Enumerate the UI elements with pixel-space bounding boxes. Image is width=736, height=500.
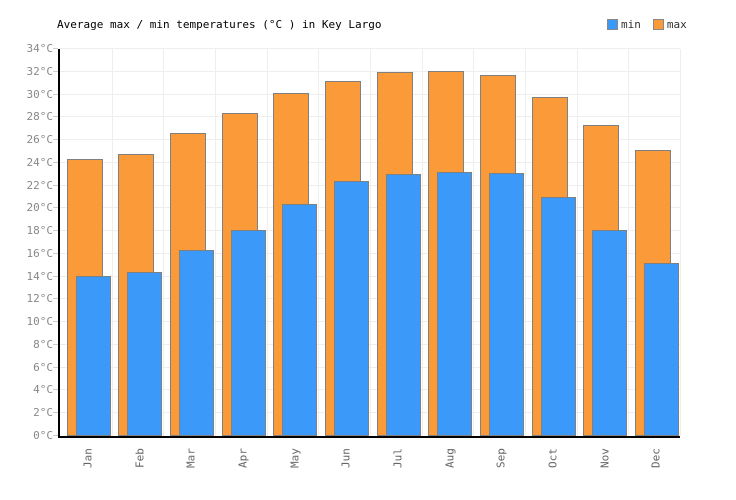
y-axis-tick: [53, 412, 58, 414]
legend-max-label: max: [666, 18, 687, 31]
bar-min-nov[interactable]: [592, 230, 628, 436]
y-axis-label: 12°C: [26, 292, 54, 306]
y-axis-tick: [53, 116, 58, 118]
y-axis-label: 20°C: [26, 201, 54, 215]
bar-min-oct[interactable]: [540, 197, 576, 436]
bar-min-mar[interactable]: [178, 250, 214, 436]
gridline-v: [163, 49, 164, 436]
bar-min-sep[interactable]: [488, 173, 524, 436]
bar-min-apr[interactable]: [230, 230, 266, 436]
gridline-h: [60, 48, 680, 49]
x-axis-label-mar: Mar: [184, 448, 198, 468]
x-axis-label-jan: Jan: [81, 448, 95, 468]
y-axis-tick: [53, 161, 58, 163]
y-axis-tick: [53, 230, 58, 232]
x-axis-label-may: May: [288, 448, 302, 468]
y-axis-label: 16°C: [26, 246, 54, 260]
y-axis-label: 6°C: [33, 360, 53, 374]
y-axis-tick: [53, 184, 58, 186]
y-axis-label: 2°C: [33, 406, 53, 420]
y-axis-label: 4°C: [33, 383, 53, 397]
y-axis-label: 30°C: [26, 87, 54, 101]
x-axis-label-feb: Feb: [133, 448, 147, 468]
x-axis-label-apr: Apr: [236, 448, 250, 468]
y-axis-label: 14°C: [26, 269, 54, 283]
plot-area: [53, 48, 681, 438]
y-axis-tick: [53, 275, 58, 277]
y-axis-label: 10°C: [26, 315, 54, 329]
legend-item-max[interactable]: max: [652, 18, 687, 31]
y-axis-label: 18°C: [26, 224, 54, 238]
x-axis-label-jun: Jun: [339, 448, 353, 468]
bar-min-jun[interactable]: [333, 181, 369, 436]
y-axis-tick: [53, 252, 58, 254]
bar-min-dec[interactable]: [643, 263, 679, 436]
gridline-v: [628, 49, 629, 436]
y-axis-tick: [53, 70, 58, 72]
y-axis-label: 28°C: [26, 110, 54, 124]
x-axis-label-sep: Sep: [494, 448, 508, 468]
bar-min-aug[interactable]: [437, 172, 473, 436]
bar-min-jul[interactable]: [385, 174, 421, 436]
gridline-v: [473, 49, 474, 436]
legend-min-swatch: [607, 19, 618, 30]
bar-min-feb[interactable]: [127, 272, 163, 436]
y-axis-tick: [53, 93, 58, 95]
y-axis-tick: [53, 435, 58, 436]
legend-max-swatch: [652, 19, 664, 30]
gridline-v: [370, 49, 371, 436]
y-axis-tick: [53, 298, 58, 300]
y-axis-tick: [53, 366, 58, 368]
gridline-v: [680, 49, 681, 436]
y-axis-tick: [53, 139, 58, 141]
gridline-v: [112, 49, 113, 436]
y-axis-label: 26°C: [26, 133, 54, 147]
y-axis-tick: [53, 321, 58, 323]
gridline-v: [215, 49, 216, 436]
legend: min max: [607, 18, 687, 31]
gridline-v: [525, 49, 526, 436]
x-axis-label-dec: Dec: [649, 448, 663, 468]
y-axis-label: 34°C: [26, 42, 54, 55]
y-axis-label: 0°C: [33, 429, 53, 442]
y-axis-tick: [53, 389, 58, 391]
y-axis-label: 8°C: [33, 337, 53, 351]
x-axis-label-nov: Nov: [598, 448, 612, 468]
y-axis-label: 22°C: [26, 178, 54, 192]
chart-title: Average max / min temperatures (°C ) in …: [57, 18, 382, 31]
y-axis-tick: [53, 207, 58, 209]
x-axis-label-oct: Oct: [546, 448, 560, 468]
y-axis-label: 32°C: [26, 64, 54, 78]
legend-item-min[interactable]: min: [607, 18, 641, 31]
bar-min-may[interactable]: [282, 204, 318, 436]
y-axis-label: 24°C: [26, 155, 54, 169]
bar-min-jan[interactable]: [75, 276, 111, 436]
gridline-v: [422, 49, 423, 436]
y-axis-tick: [53, 343, 58, 345]
gridline-v: [267, 49, 268, 436]
gridline-v: [577, 49, 578, 436]
x-axis-label-jul: Jul: [391, 448, 405, 468]
gridline-v: [318, 49, 319, 436]
y-axis-tick: [53, 48, 58, 49]
x-axis-label-aug: Aug: [443, 448, 457, 468]
legend-min-label: min: [621, 18, 641, 31]
